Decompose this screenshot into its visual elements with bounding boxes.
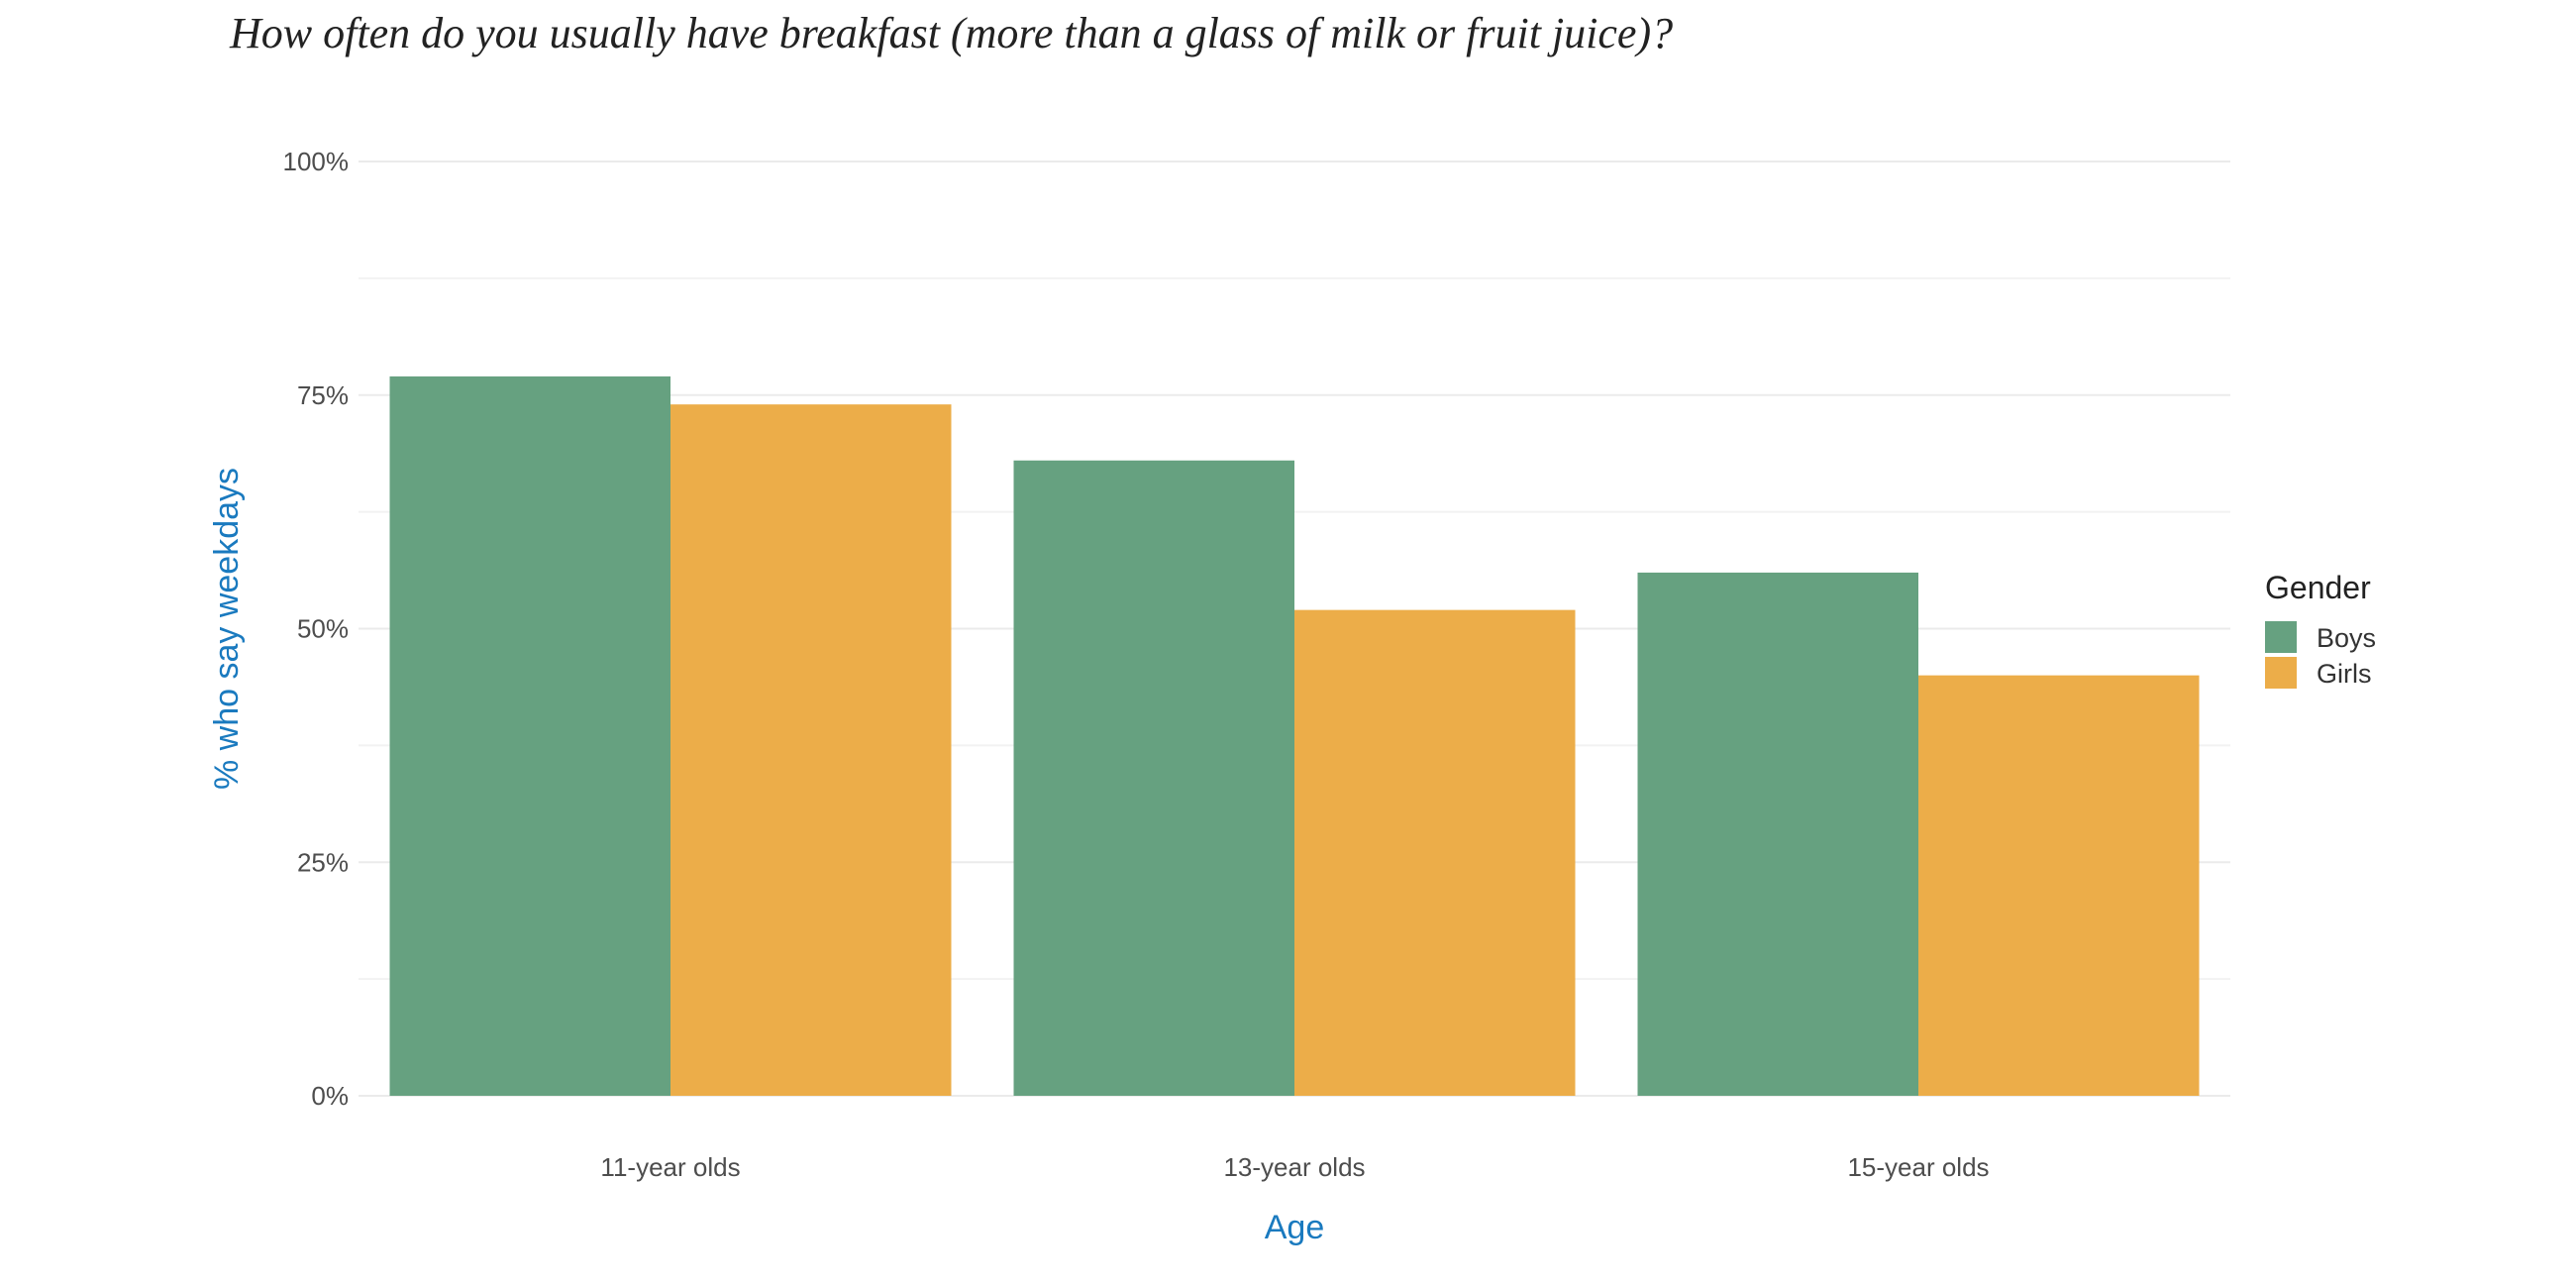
x-tick-label: 13-year olds [1223,1152,1365,1182]
legend-title: Gender [2265,570,2371,605]
bar-boys-2 [1013,460,1294,1096]
x-tick-label: 11-year olds [600,1152,740,1182]
legend-label-girls: Girls [2317,659,2372,689]
y-axis-ticks: 0% 25% 50% 75% 100% [283,147,350,1111]
y-tick-label: 50% [297,614,349,644]
chart-title: How often do you usually have breakfast … [230,9,1674,57]
x-axis-ticks: 11-year olds 13-year olds 15-year olds [600,1152,1989,1182]
legend: Gender Boys Girls [2265,570,2376,689]
bar-girls-3 [1918,675,2200,1096]
y-tick-label: 100% [283,147,350,176]
bars [389,376,2200,1096]
bar-girls-2 [1294,609,1576,1096]
bar-boys-1 [389,376,670,1096]
legend-swatch-girls [2265,657,2297,689]
bar-girls-1 [670,404,952,1096]
y-tick-label: 75% [297,380,349,410]
y-tick-label: 25% [297,847,349,877]
legend-swatch-boys [2265,621,2297,653]
y-tick-label: 0% [311,1081,349,1111]
legend-label-boys: Boys [2317,623,2376,653]
x-tick-label: 15-year olds [1847,1152,1989,1182]
bar-boys-3 [1637,572,1918,1096]
x-axis-title: Age [1265,1209,1325,1246]
y-axis-title: % who say weekdays [208,468,246,790]
